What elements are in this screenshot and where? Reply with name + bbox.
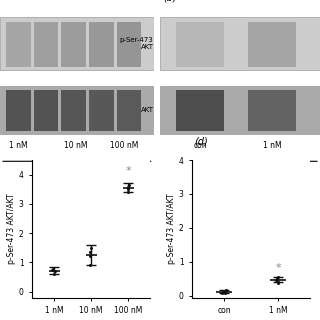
Text: 1 nM: 1 nM — [263, 141, 281, 150]
Text: Ins: Ins — [70, 167, 83, 176]
Bar — [61, 90, 86, 131]
Bar — [117, 22, 141, 67]
Text: AKT: AKT — [140, 107, 154, 113]
Bar — [248, 90, 296, 131]
Bar — [0, 86, 154, 134]
Bar — [176, 90, 224, 131]
Bar — [117, 90, 141, 131]
Bar — [160, 17, 320, 70]
Bar — [89, 90, 114, 131]
Text: 10 nM: 10 nM — [63, 141, 87, 150]
Bar — [89, 22, 114, 67]
Y-axis label: p-Ser-473 AKT/AKT: p-Ser-473 AKT/AKT — [167, 194, 176, 264]
Bar — [176, 22, 224, 67]
Bar — [160, 86, 320, 134]
Text: con: con — [193, 141, 207, 150]
Text: p-Ser-473
AKT: p-Ser-473 AKT — [120, 37, 154, 50]
Bar — [248, 22, 296, 67]
Text: (b): (b) — [163, 0, 177, 3]
Bar — [34, 90, 58, 131]
Bar — [0, 17, 154, 70]
Text: 1 nM: 1 nM — [264, 167, 286, 176]
Bar — [6, 90, 31, 131]
Y-axis label: p-Ser-473 AKT/AKT: p-Ser-473 AKT/AKT — [7, 194, 16, 264]
Bar — [6, 22, 31, 67]
Text: 100 nM: 100 nM — [110, 141, 139, 150]
Bar — [61, 22, 86, 67]
Text: *: * — [275, 263, 281, 273]
Bar — [34, 22, 58, 67]
Text: *: * — [125, 166, 131, 176]
Text: (d): (d) — [194, 136, 208, 146]
Text: 1 nM: 1 nM — [9, 141, 28, 150]
